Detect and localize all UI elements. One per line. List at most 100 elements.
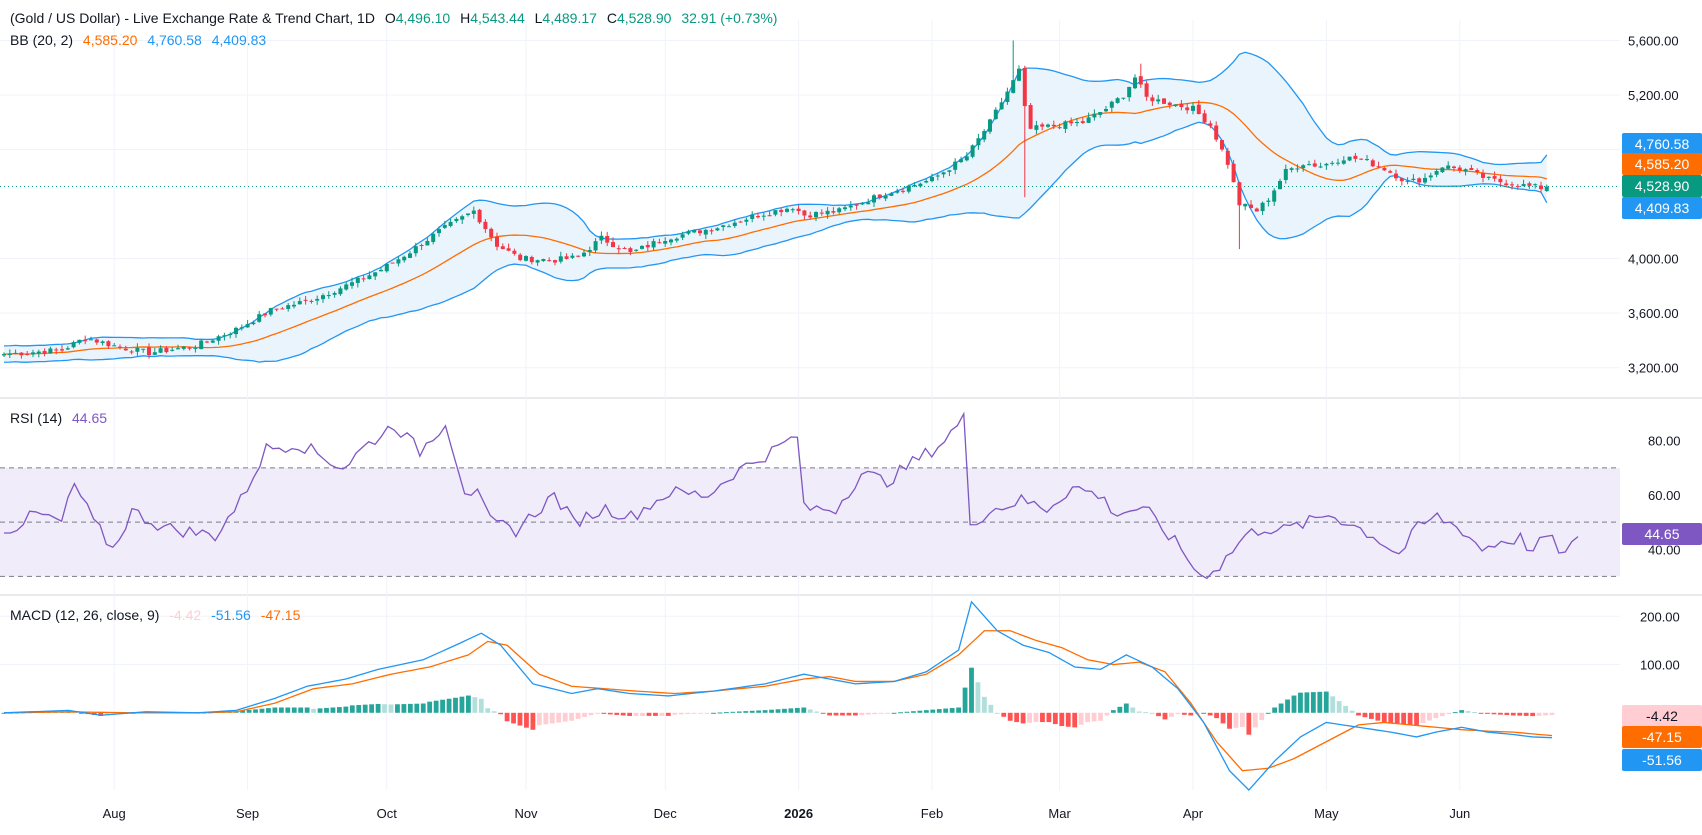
candle-body	[570, 255, 575, 258]
candle-body	[1318, 166, 1323, 168]
macd-hist-bar	[1201, 712, 1207, 714]
price-axis-tick: 3,200.00	[1628, 361, 1679, 376]
candle-body	[657, 242, 662, 244]
candle-body	[425, 240, 430, 246]
macd-hist-bar	[1098, 712, 1103, 721]
macd-hist-bar	[1381, 712, 1387, 723]
candle-body	[1185, 107, 1190, 111]
candle-body	[350, 282, 354, 286]
candle-body	[303, 299, 308, 301]
candle-body	[808, 215, 813, 218]
candle-body	[135, 347, 140, 352]
macd-hist-bar	[1549, 712, 1555, 715]
macd-hist-bar	[1259, 712, 1265, 721]
candle-body	[158, 348, 163, 353]
macd-hist-bar	[1349, 710, 1355, 713]
candle-body	[773, 210, 778, 215]
macd-hist-bar	[304, 707, 310, 713]
candle-body	[471, 210, 476, 214]
candle-body	[454, 218, 459, 222]
candle-body	[251, 322, 256, 325]
candle-body	[1156, 99, 1161, 102]
candle-body	[48, 348, 53, 354]
candle-body	[709, 230, 714, 232]
macd-hist-bar	[1046, 712, 1052, 723]
macd-hist-bar	[1285, 699, 1290, 713]
macd-hist-bar	[865, 712, 871, 715]
candle-body	[118, 346, 122, 348]
candle-body	[141, 348, 146, 350]
candle-body	[1278, 180, 1282, 190]
candle-body	[941, 172, 946, 175]
candle-body	[558, 256, 563, 262]
macd-hist-bar	[466, 695, 471, 713]
candle-body	[819, 212, 824, 214]
price-axis-tick: 5,200.00	[1628, 88, 1679, 103]
candle-body	[419, 245, 424, 247]
candle-body	[866, 202, 871, 205]
macd-hist-bar	[1117, 706, 1123, 713]
macd-hist-bar	[1323, 691, 1329, 713]
macd-signal-badge: -47.15	[1622, 726, 1702, 748]
candle-body	[129, 351, 134, 353]
macd-hist-bar	[794, 707, 800, 713]
candle-body	[1069, 121, 1074, 124]
macd-hist-bar	[730, 711, 736, 713]
macd-hist-bar	[1143, 712, 1149, 714]
candle-body	[1423, 177, 1427, 183]
candle-body	[222, 335, 227, 337]
macd-hist-bar	[775, 709, 781, 713]
candle-body	[1243, 203, 1248, 207]
macd-hist-bar	[440, 699, 445, 713]
candle-body	[1347, 156, 1352, 161]
candle-body	[408, 253, 412, 258]
macd-hist-bar	[1310, 692, 1316, 713]
candle-body	[1104, 108, 1108, 112]
macd-hist-bar	[1007, 712, 1013, 721]
macd-hist-bar	[556, 712, 562, 723]
bollinger-band-fill	[4, 52, 1547, 363]
macd-hist-bar	[853, 712, 858, 716]
candle-body	[257, 314, 262, 322]
candle-body	[756, 216, 760, 218]
candle-body	[535, 260, 540, 263]
candle-body	[964, 156, 969, 161]
macd-hist-bar	[640, 712, 645, 716]
candle-body	[1022, 68, 1027, 107]
candle-body	[216, 336, 221, 341]
macd-hist-bar	[395, 704, 400, 713]
candle-body	[1330, 162, 1335, 164]
macd-hist-bar	[1072, 712, 1078, 728]
candle-body	[495, 236, 499, 247]
macd-hist-bar	[782, 708, 787, 713]
candle-body	[837, 208, 842, 213]
macd-hist-bar	[1291, 695, 1297, 713]
candle-body	[587, 250, 592, 252]
macd-hist-bar	[1162, 712, 1168, 720]
candle-body	[170, 349, 175, 351]
candle-body	[83, 340, 88, 342]
candle-body	[1370, 160, 1375, 167]
macd-hist-bar	[620, 712, 626, 716]
macd-hist-bar	[278, 707, 284, 713]
bb-lower-line	[3, 121, 1548, 363]
candle-body	[1492, 176, 1497, 179]
macd-hist-bar	[104, 712, 110, 716]
macd-hist-bar	[369, 704, 375, 713]
candle-body	[814, 212, 818, 218]
candle-body	[292, 304, 296, 307]
candle-body	[1336, 162, 1340, 164]
macd-hist-bar	[1233, 712, 1239, 728]
bb-basis-value: 4,585.20	[82, 32, 138, 48]
macd-hist-bar	[388, 704, 394, 713]
macd-hist-bar	[820, 712, 826, 714]
candle-body	[332, 292, 337, 295]
macd-hist-bar	[678, 712, 684, 715]
macd-hist-bar	[814, 711, 820, 713]
candle-body	[1283, 168, 1288, 180]
candle-body	[1359, 158, 1364, 160]
candle-body	[564, 256, 569, 259]
macd-hist-bar	[356, 705, 362, 713]
macd-hist-bar	[569, 712, 574, 721]
